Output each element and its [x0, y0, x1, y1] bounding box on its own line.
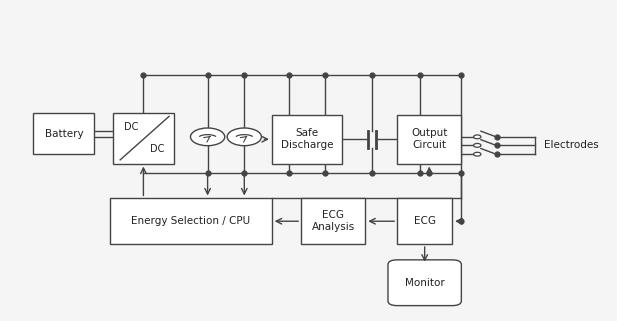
Text: ECG: ECG [413, 216, 436, 226]
Text: Monitor: Monitor [405, 278, 445, 288]
Circle shape [474, 135, 481, 139]
FancyBboxPatch shape [388, 260, 462, 306]
Circle shape [474, 152, 481, 156]
Bar [110, 198, 272, 244]
Text: Battery: Battery [44, 129, 83, 139]
Bar [272, 115, 342, 164]
Text: Output
Circuit: Output Circuit [411, 128, 447, 150]
Bar [301, 198, 365, 244]
Text: Electrodes: Electrodes [544, 140, 598, 150]
Bar [397, 115, 462, 164]
Text: Safe
Discharge: Safe Discharge [281, 128, 333, 150]
Text: DC: DC [124, 122, 138, 132]
Circle shape [227, 128, 262, 146]
Bar [397, 198, 452, 244]
Text: ECG
Analysis: ECG Analysis [312, 211, 355, 232]
Text: DC: DC [150, 143, 164, 153]
Bar [113, 113, 174, 164]
Text: Energy Selection / CPU: Energy Selection / CPU [131, 216, 251, 226]
Circle shape [474, 143, 481, 147]
Bar [33, 113, 94, 154]
Circle shape [191, 128, 225, 146]
